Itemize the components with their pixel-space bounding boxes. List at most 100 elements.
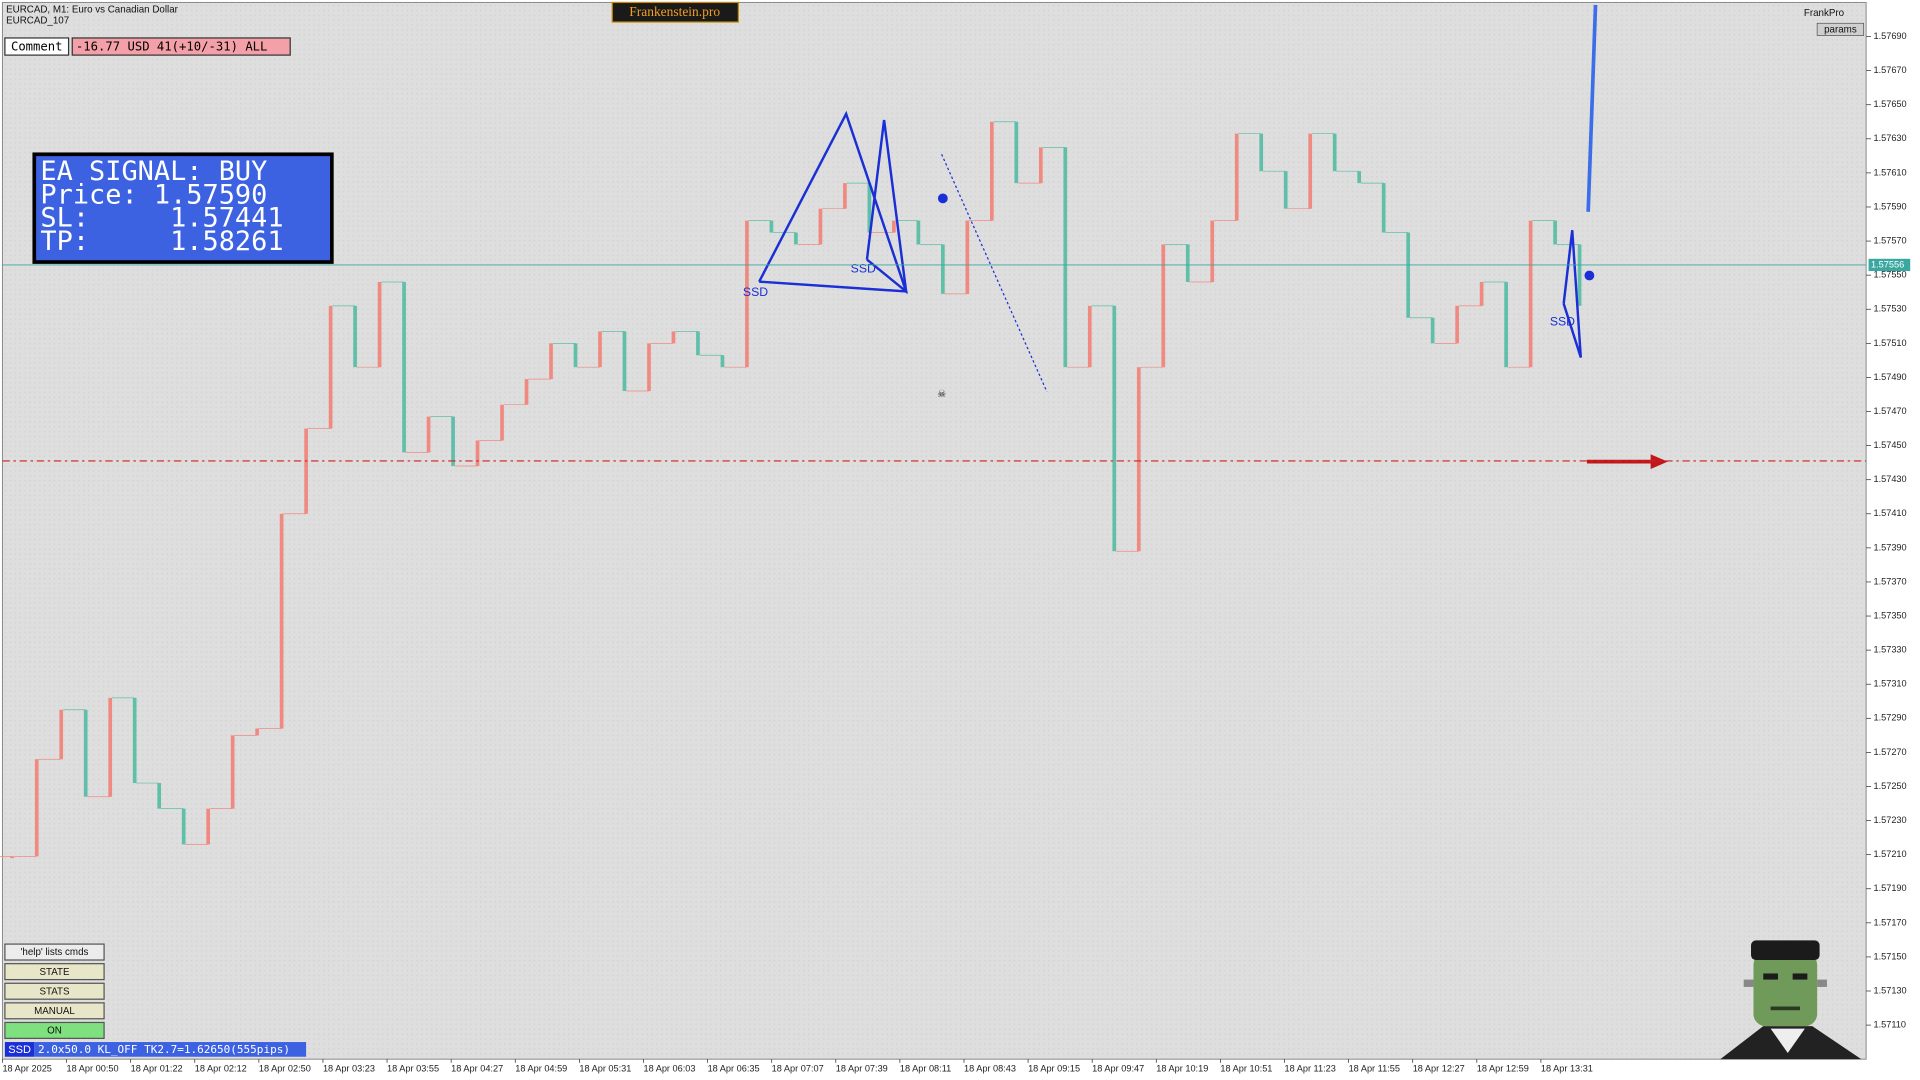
y-tick-label: 1.57390	[1873, 542, 1906, 552]
x-tick-label: 18 Apr 06:03	[643, 1063, 695, 1073]
status-tag: SSD	[8, 1044, 31, 1056]
price-bar	[157, 783, 162, 809]
y-tick-label: 1.57370	[1873, 576, 1906, 586]
state-button[interactable]	[4, 963, 105, 981]
y-tick-label: 1.57430	[1873, 474, 1906, 484]
price-bar	[402, 281, 406, 453]
y-tick-label: 1.57510	[1873, 338, 1906, 348]
price-bar	[965, 220, 970, 294]
y-tick-label: 1.57110	[1873, 1020, 1905, 1030]
x-tick-label: 18 Apr 02:12	[195, 1063, 247, 1073]
status-tag-box	[4, 1042, 35, 1057]
y-tick-label: 1.57250	[1873, 781, 1906, 791]
y-tick-label: 1.57590	[1873, 201, 1906, 211]
y-tick-label: 1.57150	[1873, 951, 1906, 961]
price-bar	[622, 331, 627, 392]
price-bar	[1136, 367, 1141, 552]
price-bar	[671, 331, 676, 344]
y-tick-label: 1.57670	[1873, 65, 1906, 75]
help-label[interactable]: 'help' lists cmds	[21, 947, 89, 958]
x-tick-label: 18 Apr 04:59	[515, 1063, 567, 1073]
stats-label[interactable]: STATS	[39, 986, 70, 997]
price-bar	[1430, 317, 1435, 344]
magic-number: EURCAD_107	[6, 15, 69, 26]
on-label[interactable]: ON	[47, 1026, 62, 1037]
stats-button[interactable]	[4, 982, 105, 1000]
signal-line: TP: 1.58261	[40, 226, 283, 257]
x-tick-label: 18 Apr 11:23	[1284, 1063, 1335, 1073]
signal-line: SL: 1.57441	[40, 203, 283, 234]
harmonic-patterns	[758, 110, 1583, 358]
brand-box	[611, 1, 739, 23]
price-bar	[745, 220, 749, 368]
params-label[interactable]: params	[1824, 25, 1857, 36]
price-bar	[573, 343, 578, 368]
price-bar	[1357, 171, 1362, 184]
x-tick-label: 18 Apr 09:15	[1028, 1063, 1080, 1073]
price-bar	[696, 331, 700, 356]
on-button[interactable]	[4, 1021, 105, 1039]
manual-button[interactable]	[4, 1002, 105, 1020]
price-bar	[1283, 171, 1288, 209]
x-tick-label: 18 Apr 08:43	[964, 1063, 1016, 1073]
price-bar	[867, 183, 872, 233]
price-bar	[1087, 305, 1092, 368]
current-price-box	[1868, 258, 1911, 272]
y-tick-label: 1.57270	[1873, 747, 1906, 757]
trend-dotted	[941, 154, 1048, 393]
price-bar	[10, 856, 15, 859]
skull-icon: ☠	[937, 389, 946, 400]
price-bar	[941, 244, 945, 294]
x-tick-label: 18 Apr 12:59	[1477, 1063, 1529, 1073]
price-bar	[353, 305, 357, 368]
price-marks	[0, 121, 1582, 859]
mascot	[1720, 940, 1862, 1060]
x-tick-label: 18 Apr 12:27	[1413, 1063, 1465, 1073]
price-bar	[108, 697, 113, 797]
price-bar	[1210, 220, 1215, 282]
x-tick-label: 18 Apr 10:19	[1156, 1063, 1208, 1073]
price-bar	[59, 709, 64, 760]
y-tick-label: 1.57610	[1873, 167, 1906, 177]
brand: Frankenstein.pro	[629, 4, 720, 19]
y-tick-label: 1.57310	[1873, 679, 1906, 689]
state-label[interactable]: STATE	[39, 967, 70, 978]
params-button[interactable]	[1816, 22, 1865, 36]
price-bar	[843, 183, 847, 209]
price-bar	[377, 281, 382, 368]
x-tick-label: 18 Apr 07:07	[772, 1063, 824, 1073]
price-bar	[1161, 244, 1166, 368]
status-box	[34, 1042, 307, 1057]
price-bar	[1479, 281, 1484, 306]
price-bar	[500, 404, 504, 441]
comment-text: -16.77 USD 41(+10/-31) ALL	[76, 40, 268, 54]
y-tick-label: 1.57550	[1873, 270, 1906, 280]
symbol-line: EURCAD, M1: Euro vs Canadian Dollar	[6, 4, 179, 15]
x-tick-label: 18 Apr 10:51	[1220, 1063, 1272, 1073]
y-tick-label: 1.57450	[1873, 440, 1906, 450]
manual-label[interactable]: MANUAL	[34, 1006, 75, 1017]
price-bar	[818, 208, 823, 245]
x-tick-label: 18 Apr 07:39	[836, 1063, 888, 1073]
price-bar	[255, 728, 259, 736]
price-bar	[769, 220, 774, 233]
price-bar	[1528, 220, 1533, 368]
price-bar	[916, 220, 921, 245]
price-bar	[1308, 133, 1313, 209]
price-bar	[83, 709, 88, 797]
comment-box	[71, 37, 291, 56]
y-tick-label: 1.57210	[1873, 849, 1906, 859]
help-button[interactable]	[4, 943, 105, 961]
price-bar	[1112, 305, 1117, 552]
pattern-label: SSD	[1550, 314, 1575, 328]
x-tick-label: 18 Apr 04:27	[451, 1063, 503, 1073]
price-bar	[230, 735, 235, 809]
target-line	[1586, 4, 1598, 212]
x-tick-label: 18 Apr 13:31	[1541, 1063, 1593, 1073]
price-bar	[181, 808, 186, 845]
price-bar	[1381, 183, 1386, 233]
price-bar	[34, 759, 39, 857]
price-bar	[549, 343, 553, 380]
price-bar	[720, 355, 725, 368]
